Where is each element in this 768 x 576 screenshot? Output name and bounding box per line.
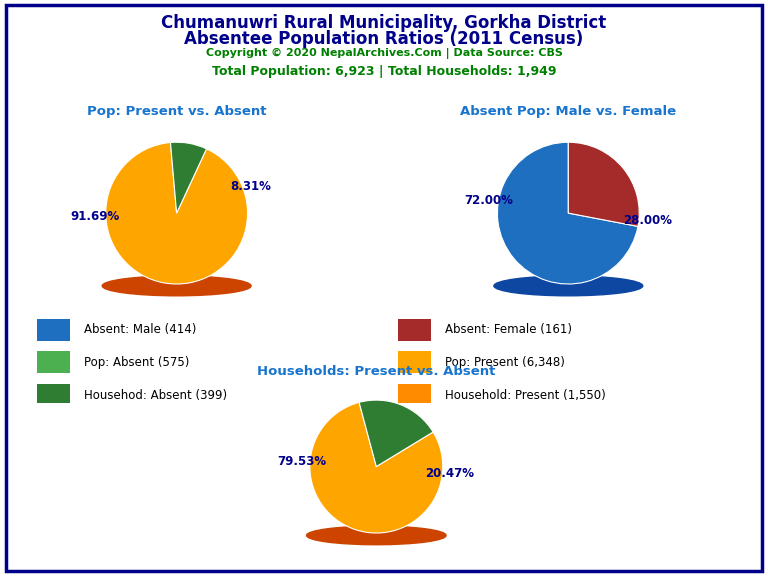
Wedge shape xyxy=(170,142,207,213)
Text: Absent: Female (161): Absent: Female (161) xyxy=(445,323,572,336)
Title: Absent Pop: Male vs. Female: Absent Pop: Male vs. Female xyxy=(460,105,677,119)
Text: Household: Present (1,550): Household: Present (1,550) xyxy=(445,389,606,402)
Text: Pop: Absent (575): Pop: Absent (575) xyxy=(84,355,190,369)
Text: Pop: Present (6,348): Pop: Present (6,348) xyxy=(445,355,565,369)
Wedge shape xyxy=(310,403,443,533)
Text: Chumanuwri Rural Municipality, Gorkha District: Chumanuwri Rural Municipality, Gorkha Di… xyxy=(161,14,607,32)
Bar xyxy=(399,351,431,373)
Text: 20.47%: 20.47% xyxy=(425,467,474,480)
Wedge shape xyxy=(498,142,638,284)
Wedge shape xyxy=(359,400,433,467)
Bar xyxy=(399,319,431,341)
Bar xyxy=(38,351,70,373)
Text: 79.53%: 79.53% xyxy=(277,454,326,468)
Ellipse shape xyxy=(306,526,446,545)
Text: 91.69%: 91.69% xyxy=(71,210,120,223)
Title: Households: Present vs. Absent: Households: Present vs. Absent xyxy=(257,365,495,378)
Bar xyxy=(399,384,431,406)
Ellipse shape xyxy=(494,276,643,296)
Title: Pop: Present vs. Absent: Pop: Present vs. Absent xyxy=(87,105,266,119)
Text: 28.00%: 28.00% xyxy=(623,214,672,227)
Wedge shape xyxy=(568,142,639,226)
Text: Copyright © 2020 NepalArchives.Com | Data Source: CBS: Copyright © 2020 NepalArchives.Com | Dat… xyxy=(206,48,562,59)
Ellipse shape xyxy=(102,276,251,296)
Text: 72.00%: 72.00% xyxy=(465,194,513,207)
Bar xyxy=(38,319,70,341)
Text: 8.31%: 8.31% xyxy=(230,180,272,193)
Text: Total Population: 6,923 | Total Households: 1,949: Total Population: 6,923 | Total Househol… xyxy=(212,65,556,78)
Wedge shape xyxy=(106,142,247,284)
Bar xyxy=(38,384,70,406)
Text: Absent: Male (414): Absent: Male (414) xyxy=(84,323,197,336)
Text: Househod: Absent (399): Househod: Absent (399) xyxy=(84,389,227,402)
Text: Absentee Population Ratios (2011 Census): Absentee Population Ratios (2011 Census) xyxy=(184,30,584,48)
